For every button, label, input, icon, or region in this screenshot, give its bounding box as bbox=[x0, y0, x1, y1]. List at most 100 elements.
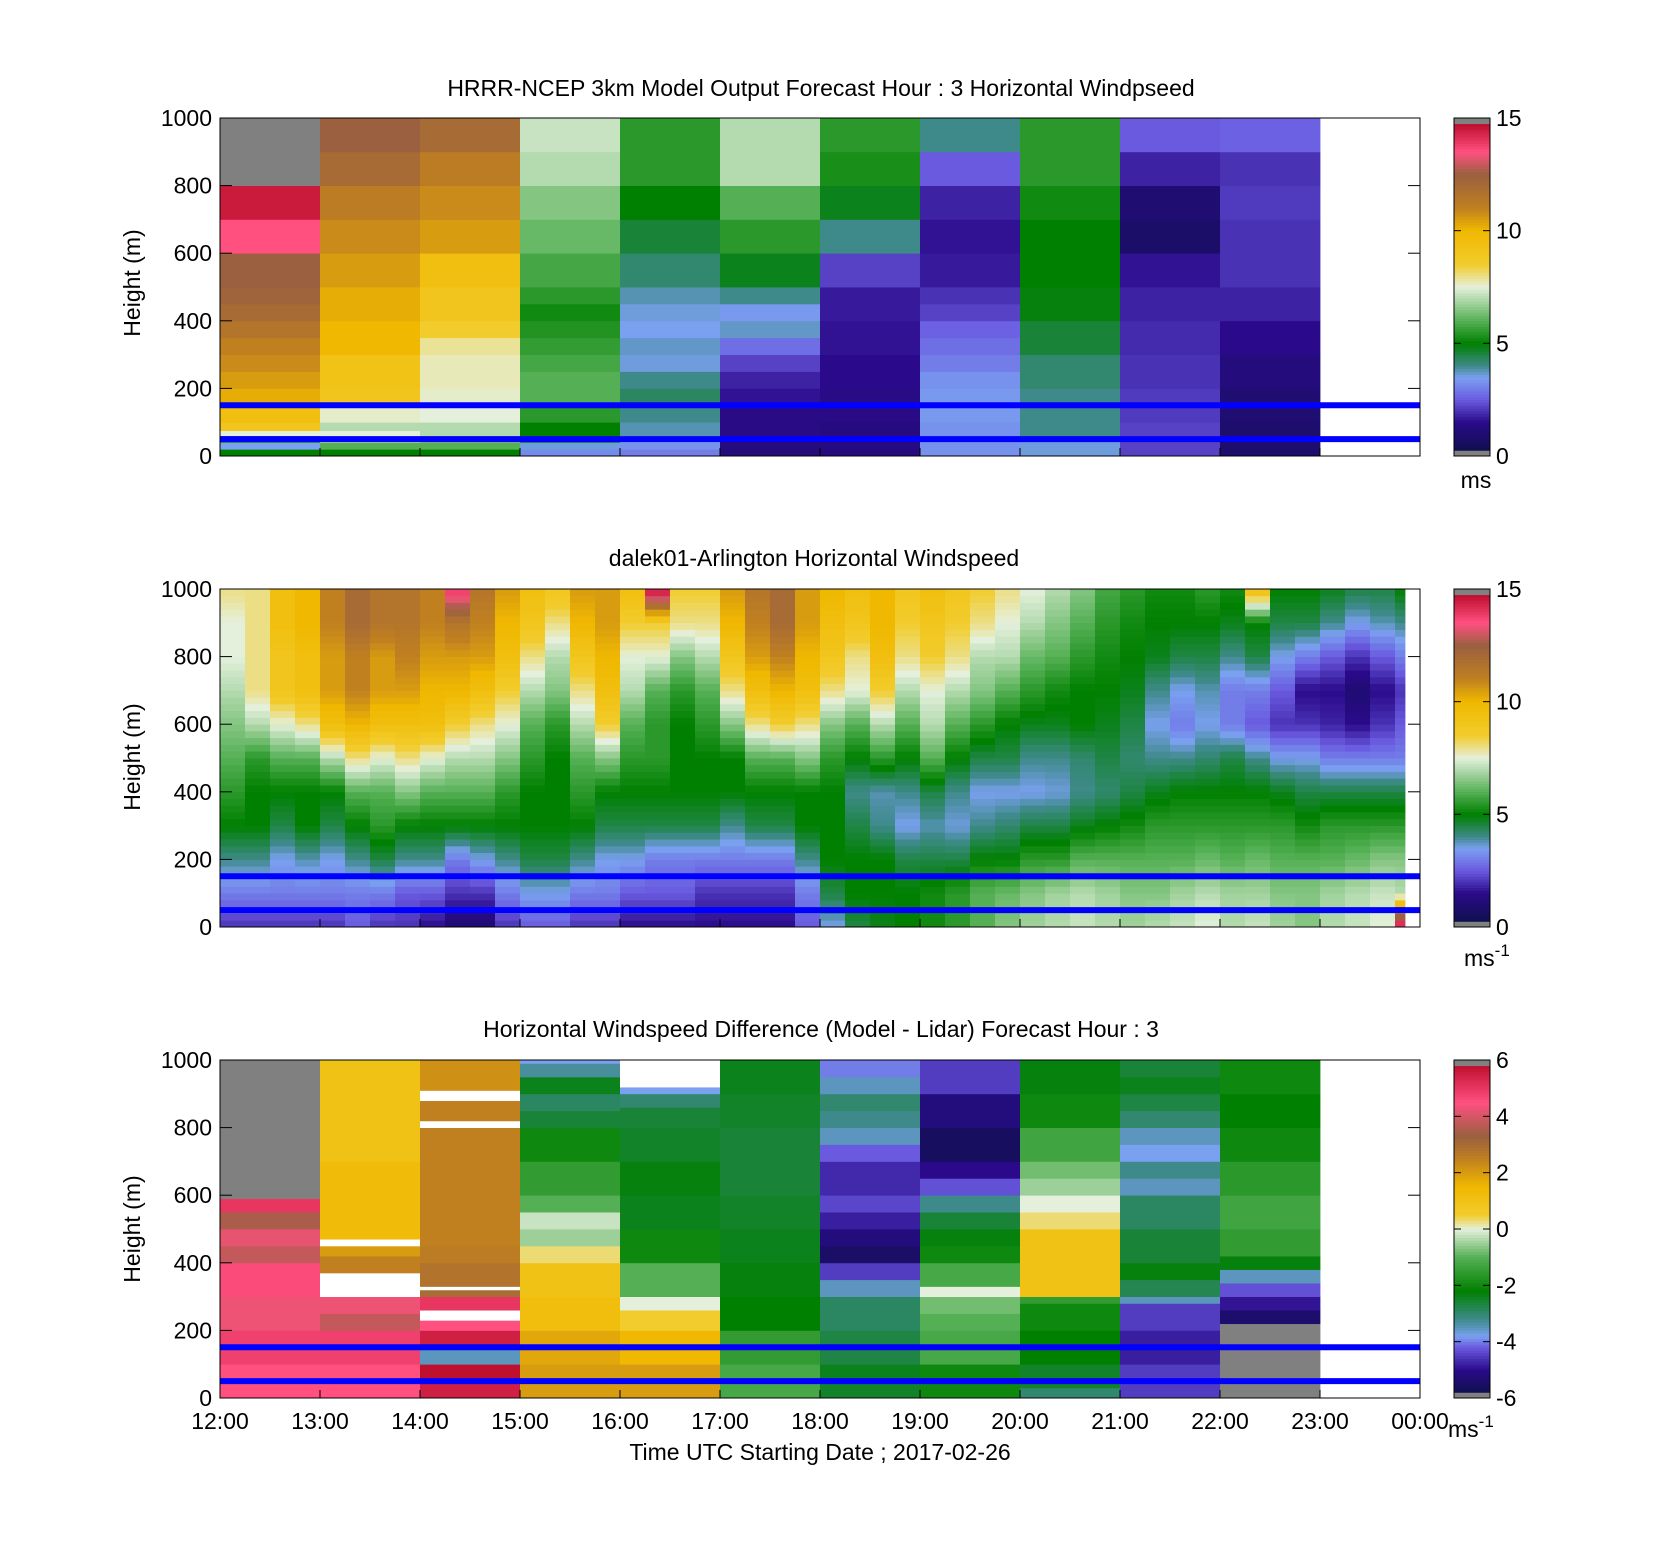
heatmap-cell bbox=[870, 845, 896, 854]
heatmap-cell bbox=[770, 602, 796, 610]
heatmap-cell bbox=[895, 670, 921, 678]
heatmap-cell bbox=[495, 791, 521, 799]
colorbar-segment bbox=[1454, 258, 1490, 263]
y-tick-label: 800 bbox=[174, 1115, 212, 1141]
heatmap-cell bbox=[1220, 825, 1246, 833]
heatmap-cell bbox=[445, 656, 471, 664]
heatmap-cell bbox=[945, 845, 971, 854]
heatmap-cell bbox=[1145, 737, 1171, 745]
heatmap-cell bbox=[870, 832, 896, 840]
heatmap-cell bbox=[245, 913, 271, 921]
heatmap-cell bbox=[1120, 354, 1221, 389]
heatmap-cell bbox=[245, 670, 271, 678]
heatmap-cell bbox=[295, 676, 321, 685]
heatmap-cell bbox=[345, 812, 371, 820]
heatmap-cell bbox=[1320, 589, 1346, 597]
colorbar-segment bbox=[1454, 746, 1490, 750]
heatmap-cell bbox=[1120, 812, 1146, 820]
heatmap-cell bbox=[345, 818, 371, 826]
heatmap-cell bbox=[1345, 798, 1371, 806]
heatmap-cell bbox=[470, 920, 496, 928]
heatmap-cell bbox=[1320, 818, 1346, 826]
heatmap-cell bbox=[1320, 825, 1346, 833]
heatmap-cell bbox=[1070, 866, 1096, 874]
colorbar-segment bbox=[1454, 298, 1490, 302]
heatmap-cell bbox=[1395, 879, 1406, 887]
heatmap-cell bbox=[795, 852, 821, 860]
heatmap-cell bbox=[620, 422, 721, 437]
heatmap-cell bbox=[1045, 879, 1071, 887]
colorbar-segment bbox=[1454, 1164, 1490, 1168]
heatmap-cell bbox=[1070, 805, 1096, 813]
y-tick-label: 800 bbox=[174, 173, 212, 199]
heatmap-cell bbox=[520, 832, 546, 840]
heatmap-cell bbox=[1295, 839, 1321, 847]
colorbar-segment bbox=[1454, 732, 1490, 736]
heatmap-cell bbox=[1220, 595, 1246, 603]
heatmap-cell bbox=[1320, 656, 1346, 664]
heatmap-cell bbox=[420, 1320, 521, 1331]
heatmap-cell bbox=[1220, 287, 1321, 322]
heatmap-cell bbox=[570, 778, 596, 786]
heatmap-cell bbox=[1245, 845, 1271, 854]
heatmap-cell bbox=[220, 737, 246, 745]
heatmap-cell bbox=[445, 805, 471, 813]
heatmap-cell bbox=[220, 616, 246, 624]
heatmap-cell bbox=[770, 866, 796, 874]
colorbar-segment bbox=[1454, 831, 1490, 835]
heatmap-cell bbox=[245, 643, 271, 651]
colorbar-frame bbox=[1453, 588, 1491, 928]
heatmap-cell bbox=[320, 886, 346, 894]
heatmap-cell bbox=[645, 670, 671, 678]
heatmap-cell bbox=[995, 649, 1021, 657]
heatmap-cell bbox=[420, 805, 446, 813]
heatmap-cell bbox=[1195, 602, 1221, 610]
x-tick-label: 22:00 bbox=[1191, 1408, 1249, 1434]
heatmap-cell bbox=[220, 920, 246, 928]
heatmap-cell bbox=[1120, 1110, 1221, 1128]
heatmap-cell bbox=[620, 683, 646, 691]
heatmap-cell bbox=[720, 866, 746, 874]
heatmap-cell bbox=[420, 839, 446, 847]
heatmap-cell bbox=[295, 798, 321, 806]
heatmap-cell bbox=[345, 893, 371, 901]
heatmap-cell bbox=[1245, 751, 1271, 759]
colorbar-tick-label: 10 bbox=[1496, 689, 1522, 715]
heatmap-cell bbox=[845, 791, 871, 799]
heatmap-cell bbox=[1020, 1229, 1121, 1264]
heatmap-cell bbox=[1395, 893, 1406, 901]
reference-lines bbox=[220, 1344, 1420, 1385]
heatmap-cell bbox=[1045, 663, 1071, 671]
heatmap-cell bbox=[470, 622, 496, 630]
heatmap-cell bbox=[420, 710, 446, 718]
colorbar-segment bbox=[1454, 622, 1490, 627]
heatmap-cell bbox=[295, 724, 321, 732]
colorbar-segment bbox=[1454, 1105, 1490, 1109]
colorbar-segment bbox=[1454, 665, 1490, 669]
heatmap-cell bbox=[795, 717, 821, 725]
heatmap-cell bbox=[495, 730, 521, 739]
heatmap-cell bbox=[270, 602, 296, 610]
heatmap-cell bbox=[795, 663, 821, 671]
heatmap-cell bbox=[345, 785, 371, 793]
heatmap-cell bbox=[1320, 852, 1346, 860]
heatmap-cell bbox=[670, 825, 696, 833]
heatmap-cell bbox=[495, 724, 521, 732]
heatmap-cell bbox=[1345, 730, 1371, 739]
heatmap-cell bbox=[420, 629, 446, 637]
heatmap-cell bbox=[470, 893, 496, 901]
heatmap-cell bbox=[620, 253, 721, 288]
colorbar-segment bbox=[1454, 766, 1490, 770]
heatmap-cell bbox=[295, 656, 321, 664]
heatmap-cell bbox=[845, 758, 871, 766]
heatmap-cell bbox=[420, 771, 446, 779]
colorbar-segment bbox=[1454, 405, 1490, 409]
heatmap-cell bbox=[1295, 859, 1321, 867]
heatmap-cell bbox=[520, 1195, 621, 1213]
colorbar-tick-label: 2 bbox=[1496, 1160, 1509, 1186]
heatmap-cell bbox=[345, 636, 371, 644]
heatmap-cell bbox=[895, 920, 921, 928]
heatmap-cell bbox=[1270, 589, 1296, 597]
heatmap-cell bbox=[895, 866, 921, 874]
x-tick-label: 15:00 bbox=[491, 1408, 549, 1434]
